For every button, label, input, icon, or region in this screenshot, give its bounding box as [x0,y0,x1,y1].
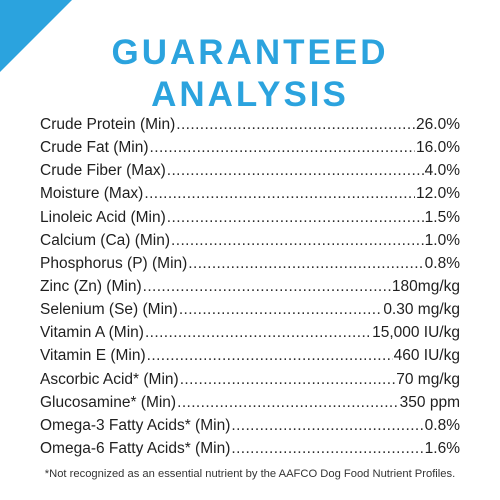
nutrient-value: 1.0% [424,231,460,249]
nutrient-label: Linoleic Acid (Min) [40,208,166,226]
analysis-row: Zinc (Zn) (Min) ........................… [40,278,460,301]
nutrient-label: Vitamin A (Min) [40,324,144,342]
nutrient-value: 460 IU/kg [393,347,460,365]
nutrient-value: 350 ppm [399,393,460,411]
dot-leader: ........................................… [166,208,424,226]
dot-leader: ........................................… [171,231,424,249]
nutrient-label: Calcium (Ca) (Min) [40,231,171,249]
dot-leader: ........................................… [144,324,371,342]
dot-leader: ........................................… [146,347,393,365]
nutrient-label: Phosphorus (P) (Min) [40,254,188,272]
nutrient-value: 26.0% [416,116,460,133]
nutrient-label: Moisture (Max) [40,185,144,203]
dot-leader: ........................................… [188,254,424,272]
dot-leader: ........................................… [142,277,391,295]
nutrient-label: Glucosamine* (Min) [40,393,177,411]
nutrient-value: 0.8% [424,254,460,272]
analysis-row: Linoleic Acid (Min) ....................… [40,209,460,232]
nutrient-value: 16.0% [416,139,460,157]
dot-leader: ........................................… [231,416,424,434]
nutrient-label: Crude Protein (Min) [40,116,176,133]
corner-accent-triangle [0,0,72,72]
nutrient-value: 180mg/kg [391,277,460,295]
dot-leader: ........................................… [231,439,424,457]
analysis-table: Crude Protein (Min) ....................… [40,116,460,463]
nutrient-value: 70 mg/kg [396,370,460,388]
nutrient-label: Vitamin E (Min) [40,347,146,365]
analysis-row: Selenium (Se) (Min) ....................… [40,301,460,324]
dot-leader: ........................................… [166,162,424,180]
analysis-row: Crude Fiber (Max) ......................… [40,162,460,185]
analysis-row: Glucosamine* (Min) .....................… [40,394,460,417]
dot-leader: ........................................… [177,393,399,411]
title-line-2: ANALYSIS [151,75,349,114]
nutrient-value: 4.0% [424,162,460,180]
analysis-row: Vitamin E (Min) ........................… [40,347,460,370]
nutrient-label: Crude Fiber (Max) [40,162,166,180]
nutrient-label: Omega-6 Fatty Acids* (Min) [40,439,231,457]
analysis-row: Moisture (Max) .........................… [40,185,460,208]
dot-leader: ........................................… [179,370,396,388]
nutrient-value: 15,000 IU/kg [372,324,460,342]
nutrient-label: Ascorbic Acid* (Min) [40,370,179,388]
dot-leader: ........................................… [149,139,416,157]
footnote: *Not recognized as an essential nutrient… [44,468,456,480]
analysis-row: Calcium (Ca) (Min) .....................… [40,232,460,255]
nutrient-value: 1.6% [424,439,460,457]
analysis-row: Crude Protein (Min) ....................… [40,116,460,139]
nutrient-label: Selenium (Se) (Min) [40,301,178,319]
title-line-1: GUARANTEED [111,33,389,72]
analysis-row: Omega-6 Fatty Acids* (Min) .............… [40,440,460,463]
dot-leader: ........................................… [178,301,383,319]
analysis-row: Phosphorus (P) (Min) ...................… [40,255,460,278]
nutrient-value: 0.8% [424,416,460,434]
dot-leader: ........................................… [144,185,415,203]
nutrient-value: 12.0% [416,185,460,203]
dot-leader: ........................................… [176,116,416,133]
nutrient-label: Zinc (Zn) (Min) [40,277,142,295]
analysis-row: Crude Fat (Min) ........................… [40,139,460,162]
nutrient-label: Omega-3 Fatty Acids* (Min) [40,416,231,434]
nutrient-value: 1.5% [424,208,460,226]
analysis-row: Ascorbic Acid* (Min) ...................… [40,371,460,394]
analysis-row: Omega-3 Fatty Acids* (Min) .............… [40,417,460,440]
nutrient-label: Crude Fat (Min) [40,139,149,157]
nutrient-value: 0.30 mg/kg [383,301,460,319]
analysis-row: Vitamin A (Min) ........................… [40,324,460,347]
